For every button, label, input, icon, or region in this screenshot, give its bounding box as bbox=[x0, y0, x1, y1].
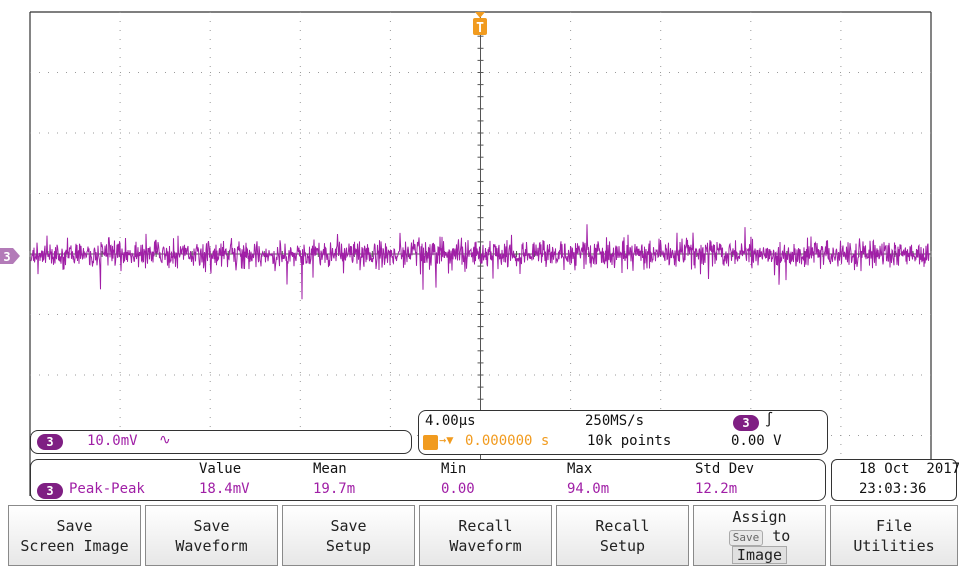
channel-scale-readout[interactable]: 3 10.0mV ∿ bbox=[30, 430, 412, 454]
channel-scale: 10.0mV bbox=[87, 433, 138, 449]
trigger-level: 0.00 V bbox=[731, 433, 782, 449]
measure-channel-badge: 3 bbox=[37, 483, 63, 499]
recall-waveform-button[interactable]: Recall Waveform bbox=[419, 505, 552, 566]
softkey-label-line1: Save bbox=[56, 516, 93, 535]
arrow-right-down-icon: →▼ bbox=[439, 433, 454, 447]
measure-mean: 19.7m bbox=[313, 481, 356, 497]
measure-std-dev: 12.2m bbox=[695, 481, 738, 497]
softkey-label-line2: Setup bbox=[325, 536, 372, 555]
measure-min: 0.00 bbox=[441, 481, 475, 497]
file-utilities-button[interactable]: File Utilities bbox=[830, 505, 958, 566]
trigger-channel-badge: 3 bbox=[733, 415, 759, 431]
channel-3-waveform bbox=[30, 224, 930, 300]
softkey-label-to: to bbox=[772, 526, 791, 545]
measure-header-max: Max bbox=[567, 461, 593, 477]
trigger-position: 0.000000 s bbox=[465, 433, 550, 449]
sample-rate: 250MS/s bbox=[585, 413, 645, 429]
trigger-time-icon bbox=[423, 435, 438, 450]
softkey-label-line2: Waveform bbox=[449, 536, 522, 555]
save-waveform-button[interactable]: Save Waveform bbox=[145, 505, 278, 566]
recall-setup-button[interactable]: Recall Setup bbox=[556, 505, 689, 566]
trigger-position-marker[interactable]: T bbox=[472, 12, 488, 36]
save-key-icon: Save bbox=[728, 529, 764, 546]
measure-header-value: Value bbox=[199, 461, 242, 477]
time-display: 23:03:36 bbox=[859, 481, 927, 497]
waveform-trace bbox=[30, 224, 930, 300]
softkey-label-line1: Save bbox=[193, 516, 230, 535]
ground-marker-label: 3 bbox=[3, 250, 10, 264]
measure-header-min: Min bbox=[441, 461, 467, 477]
assign-save-button[interactable]: Assign Save to Image bbox=[693, 505, 826, 566]
softkey-label-line1: Assign bbox=[732, 507, 787, 526]
rising-edge-icon: ∫ bbox=[765, 412, 774, 428]
trigger-marker-label: T bbox=[476, 21, 484, 36]
softkey-label-line2: Utilities bbox=[853, 536, 935, 555]
save-setup-button[interactable]: Save Setup bbox=[282, 505, 415, 566]
softkey-label-line1: Recall bbox=[595, 516, 650, 535]
save-screen-image-button[interactable]: Save Screen Image bbox=[8, 505, 141, 566]
softkey-label-line2: Save to bbox=[728, 526, 791, 546]
softkey-label-line1: File bbox=[875, 516, 913, 535]
softkey-label-line2: Waveform bbox=[175, 536, 248, 555]
softkey-label-line1: Save bbox=[330, 516, 367, 535]
datetime-panel: 18 Oct 2017 23:03:36 bbox=[831, 459, 959, 501]
ac-coupling-icon: ∿ bbox=[159, 432, 171, 448]
softkey-label-line1: Recall bbox=[458, 516, 513, 535]
channel-badge: 3 bbox=[37, 434, 63, 450]
measure-header-std-dev: Std Dev bbox=[695, 461, 755, 477]
measure-name: Peak-Peak bbox=[69, 481, 145, 497]
acquisition-readout[interactable]: 4.00µs 250MS/s 3 ∫ →▼ 0.000000 s 10k poi… bbox=[418, 410, 828, 455]
softkey-label-line2: Screen Image bbox=[20, 536, 129, 555]
record-length: 10k points bbox=[587, 433, 672, 449]
channel-3-ground-marker[interactable]: 3 bbox=[0, 248, 20, 264]
measure-max: 94.0m bbox=[567, 481, 610, 497]
softkey-label-line2: Setup bbox=[599, 536, 646, 555]
measurement-panel[interactable]: Value Mean Min Max Std Dev 3 Peak-Peak 1… bbox=[30, 459, 826, 501]
softkey-label-line3: Image bbox=[731, 545, 788, 564]
measure-header-mean: Mean bbox=[313, 461, 347, 477]
time-per-division: 4.00µs bbox=[425, 413, 476, 429]
date-display: 18 Oct 2017 bbox=[859, 461, 959, 477]
measure-value: 18.4mV bbox=[199, 481, 250, 497]
